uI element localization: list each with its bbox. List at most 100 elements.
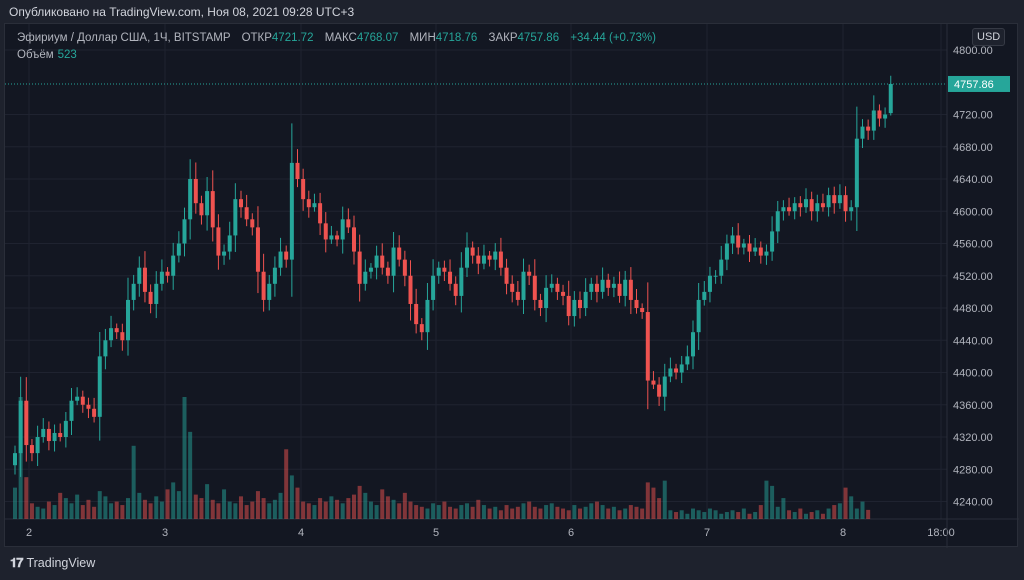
volume-bar (272, 499, 277, 519)
volume-bar (493, 506, 498, 519)
candle-body (182, 219, 187, 244)
volume-bar (611, 506, 616, 519)
candle-body (640, 308, 645, 313)
candle-body (453, 283, 458, 296)
candle-body (719, 259, 724, 276)
candle-body (250, 219, 255, 228)
candlestick-chart[interactable]: 4240.00 4280.00 4320.00 4360.00 4400.00 4440.… (5, 24, 1019, 548)
candle-body (504, 267, 509, 284)
candle-body (877, 110, 882, 119)
candle-body (323, 223, 328, 240)
candle-body (493, 251, 498, 260)
volume-bar (662, 480, 667, 519)
volume-bar (374, 505, 379, 519)
volume-bar (363, 492, 368, 519)
volume-bar (63, 498, 68, 519)
candle-body (335, 235, 340, 240)
candle-body (216, 227, 221, 256)
volume-bar (617, 510, 622, 519)
volume-bar (24, 477, 29, 519)
candle-body (775, 211, 780, 232)
last-price-badge (948, 75, 1010, 92)
volume-bar (594, 501, 599, 519)
candle-body (685, 356, 690, 365)
candle-body (787, 207, 792, 212)
volume-bar (804, 513, 808, 519)
candle-body (284, 251, 289, 260)
volume-bar (691, 508, 695, 519)
candle-body (832, 195, 837, 204)
currency-button[interactable]: USD (972, 28, 1006, 46)
candle-body (380, 255, 385, 268)
candle-body (538, 299, 543, 308)
volume-bar (205, 484, 210, 519)
candle-body (770, 231, 775, 252)
price-tick-label: 4680.00 (953, 142, 993, 154)
volume-bar (578, 508, 582, 519)
volume-bar (538, 508, 543, 519)
volume-bar (634, 506, 639, 519)
volume-bar (29, 503, 34, 519)
chart-panel[interactable]: 4240.00 4280.00 4320.00 4360.00 4400.00 4440.… (4, 23, 1019, 548)
candle-body (854, 138, 859, 208)
candle-body (312, 203, 317, 208)
candle-body (239, 199, 243, 208)
candle-body (289, 162, 294, 260)
volume-bar (13, 487, 17, 519)
volume-bar (668, 510, 673, 519)
price-tick-label: 4800.00 (953, 45, 993, 57)
volume-bar (171, 482, 176, 519)
volume-bar (651, 487, 656, 519)
published-caption: Опубликовано на TradingView.com, Ноя 08,… (9, 5, 355, 19)
volume-bar (419, 506, 424, 519)
price-tick-label: 4720.00 (953, 110, 993, 122)
candle-body (566, 295, 571, 317)
volume-bar (109, 503, 114, 519)
close-value: 4757.86 (517, 32, 560, 44)
volume-bar (199, 498, 204, 519)
candle-body (741, 243, 746, 248)
volume-bar (142, 499, 147, 519)
candle-body (521, 271, 526, 300)
candle-body (414, 303, 419, 325)
volume-bar (289, 475, 294, 519)
volume-bar (267, 503, 272, 519)
candle-body (329, 235, 334, 240)
volume-bar (312, 505, 317, 519)
candle-body (753, 247, 758, 252)
volume-bar (866, 509, 871, 519)
volume-bar (176, 491, 181, 519)
candle-body (318, 203, 323, 224)
volume-bar (453, 508, 458, 519)
time-tick-label: 3 (162, 527, 168, 539)
volume-bar (340, 503, 345, 519)
candle-body (724, 243, 729, 260)
volume-bar (346, 498, 351, 519)
candle-body (691, 332, 695, 357)
volume-bar (544, 505, 549, 519)
candle-body (792, 203, 797, 212)
candle-body (402, 259, 407, 276)
candle-body (171, 255, 176, 276)
candle-body (24, 400, 29, 446)
candle-body (368, 267, 373, 272)
volume-bar (787, 510, 792, 519)
candle-body (470, 247, 475, 256)
candle-body (103, 340, 108, 357)
volume-bar (657, 498, 662, 519)
volume-bar (193, 494, 198, 519)
volume-bar (707, 508, 712, 519)
candle-body (255, 227, 260, 272)
candle-body (29, 445, 34, 454)
time-tick-label: 5 (433, 527, 439, 539)
volume-bar (431, 503, 436, 519)
volume-bar (278, 492, 283, 519)
candle-body (820, 203, 825, 208)
candle-body (63, 420, 68, 437)
volume-label: Объём (17, 49, 54, 61)
candle-body (233, 199, 238, 236)
candle-body (13, 453, 17, 466)
volume-bar (724, 512, 729, 519)
candle-body (532, 275, 537, 300)
candle-body (623, 279, 628, 296)
